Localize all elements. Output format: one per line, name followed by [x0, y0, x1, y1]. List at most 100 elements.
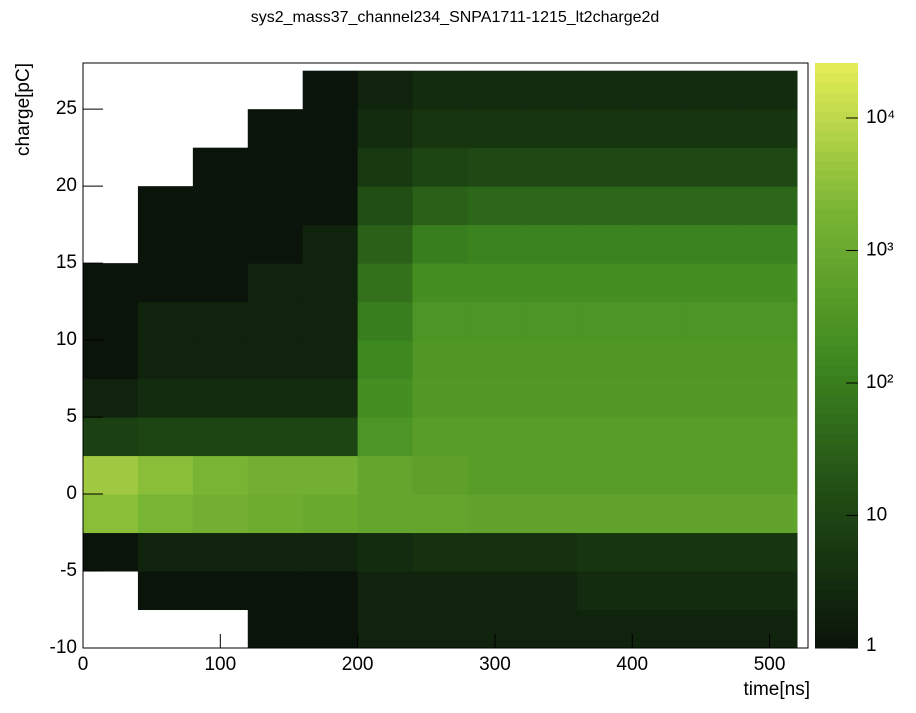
color-scale — [815, 492, 858, 503]
heatmap-cell — [302, 301, 359, 341]
color-scale — [815, 414, 858, 425]
heatmap-cell — [357, 147, 414, 187]
color-scale — [815, 131, 858, 142]
heatmap-cell — [357, 301, 414, 341]
heatmap-cell — [687, 70, 743, 110]
plot-frame — [82, 62, 809, 649]
color-scale — [815, 336, 858, 347]
heatmap-cell — [412, 340, 468, 380]
y-axis-title: charge[pC] — [13, 63, 34, 156]
heatmap-cell — [357, 455, 414, 495]
heatmap-cell — [137, 532, 194, 572]
color-scale — [815, 384, 858, 395]
heatmap-cell — [192, 494, 249, 534]
heatmap-cell — [412, 263, 468, 303]
heatmap-cell — [522, 532, 578, 572]
heatmap-cell — [357, 224, 414, 264]
heatmap-cell — [577, 109, 633, 149]
color-scale — [815, 277, 858, 288]
heatmap-cell — [302, 186, 359, 226]
heatmap-cell — [632, 455, 688, 495]
heatmap-cell — [632, 301, 688, 341]
heatmap-cell — [412, 494, 468, 534]
heatmap-cell — [577, 532, 633, 572]
heatmap-cell — [412, 186, 468, 226]
heatmap-cell — [577, 417, 633, 457]
heatmap-cell — [247, 609, 304, 649]
heatmap-cell — [357, 571, 414, 611]
heatmap-cell — [412, 109, 468, 149]
heatmap-cell — [302, 340, 359, 380]
color-scale — [815, 453, 858, 464]
heatmap-cell — [632, 417, 688, 457]
heatmap-cell — [467, 378, 523, 418]
color-scale — [815, 628, 858, 639]
heatmap-cell — [632, 571, 688, 611]
heatmap-cell — [467, 70, 523, 110]
z-tick-label: 10³ — [866, 240, 893, 261]
heatmap-cell — [467, 455, 523, 495]
heatmap-cell — [522, 109, 578, 149]
heatmap-cell — [522, 147, 578, 187]
heatmap-cell — [412, 532, 468, 572]
heatmap-cell — [742, 109, 798, 149]
heatmap-cell — [302, 224, 359, 264]
heatmap-cell — [83, 340, 139, 380]
color-scale — [815, 199, 858, 210]
heatmap-cell — [687, 109, 743, 149]
heatmap-cell — [192, 340, 249, 380]
heatmap-cell — [687, 224, 743, 264]
heatmap-cell — [742, 186, 798, 226]
color-scale — [815, 209, 858, 220]
heatmap-cell — [467, 340, 523, 380]
heatmap-cell — [467, 301, 523, 341]
heatmap-cell — [467, 494, 523, 534]
x-tick-label: 0 — [78, 654, 89, 675]
color-scale — [815, 472, 858, 483]
heatmap-cell — [357, 494, 414, 534]
heatmap-cell — [137, 301, 194, 341]
heatmap-cell — [247, 532, 304, 572]
color-scale — [815, 297, 858, 308]
heatmap-cell — [522, 186, 578, 226]
heatmap-cell — [137, 571, 194, 611]
color-scale — [815, 326, 858, 337]
z-tick-label: 1 — [866, 635, 877, 656]
heatmap-cell — [83, 417, 139, 457]
y-tick-label: 20 — [56, 175, 77, 196]
color-scale — [815, 345, 858, 356]
heatmap-cell — [83, 494, 139, 534]
heatmap-cell — [687, 417, 743, 457]
heatmap-cell — [632, 494, 688, 534]
y-tick-label: -5 — [60, 560, 77, 581]
heatmap-cell — [357, 340, 414, 380]
heatmap-cell — [302, 417, 359, 457]
heatmap-cell — [302, 609, 359, 649]
heatmap-cell — [742, 263, 798, 303]
heatmap-cell — [632, 378, 688, 418]
color-scale — [815, 589, 858, 600]
heatmap-cell — [192, 455, 249, 495]
heatmap-cell — [247, 417, 304, 457]
heatmap-cell — [577, 455, 633, 495]
heatmap-cell — [192, 263, 249, 303]
x-tick-label: 300 — [479, 654, 511, 675]
heatmap-cell — [577, 147, 633, 187]
heatmap-cell — [577, 571, 633, 611]
heatmap-cell — [522, 609, 578, 649]
heatmap-cell — [247, 263, 304, 303]
heatmap-cell — [742, 494, 798, 534]
heatmap-cell — [522, 455, 578, 495]
color-scale — [815, 423, 858, 434]
heatmap-cell — [247, 494, 304, 534]
heatmap-cell — [137, 378, 194, 418]
heatmap-cell — [577, 224, 633, 264]
heatmap-cell — [247, 224, 304, 264]
heatmap-cell — [687, 301, 743, 341]
color-scale — [815, 267, 858, 278]
color-scale — [815, 550, 858, 561]
color-scale — [815, 170, 858, 181]
heatmap-cell — [632, 109, 688, 149]
heatmap-cell — [302, 571, 359, 611]
heatmap-cell — [192, 147, 249, 187]
